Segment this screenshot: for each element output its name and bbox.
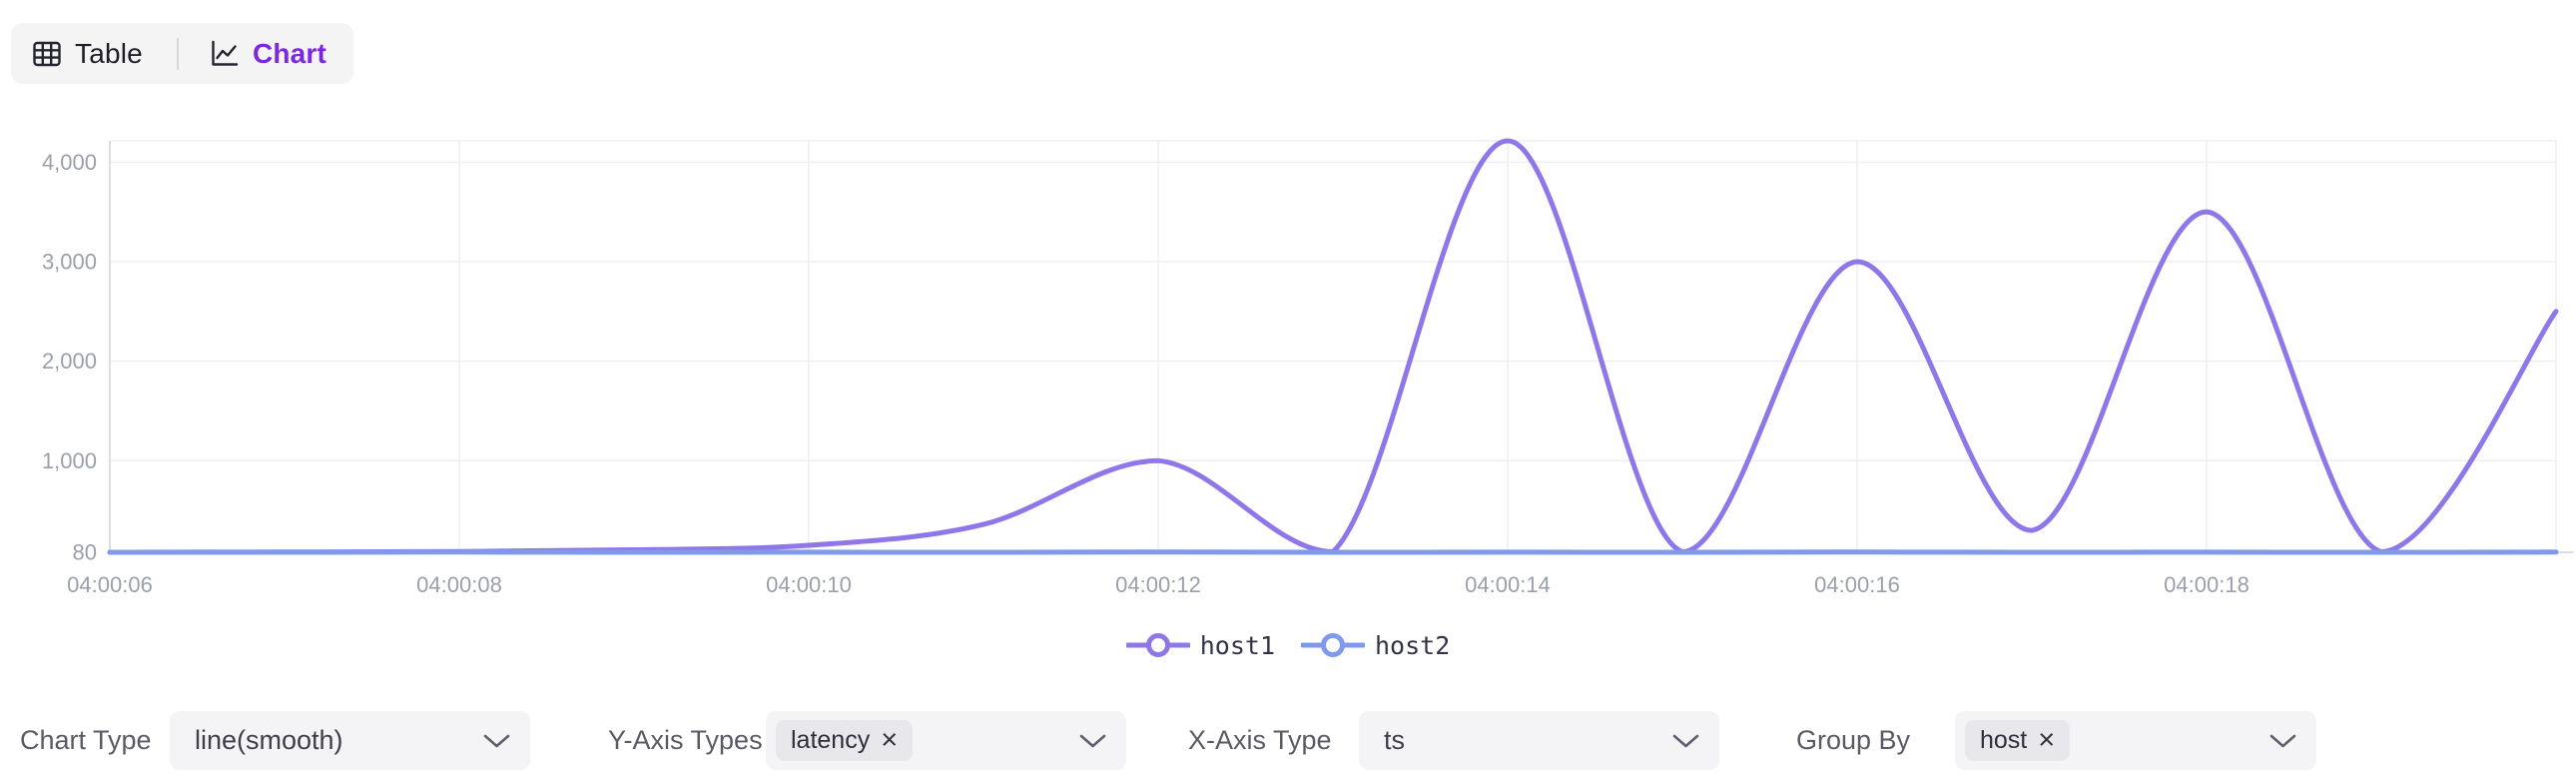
legend-item-host1[interactable]: host1 [1125,630,1275,660]
line-chart-icon [209,38,240,69]
legend-item-host2[interactable]: host2 [1301,631,1450,660]
x-axis-tick-label: 04:00:10 [766,572,852,597]
y-axis-tick-label: 1,000 [42,448,97,473]
table-view-label: Table [75,37,143,69]
legend-marker-icon [1301,632,1365,658]
x-axis-tick-label: 04:00:14 [1465,572,1551,597]
x-axis-tick-label: 04:00:16 [1814,572,1900,597]
chip-label: host [1980,726,2028,754]
chart-legend: host1 host2 [0,625,2576,665]
chevron-down-icon [1079,733,1106,748]
view-toggle: Table Chart [11,23,354,84]
y-axis-tick-label: 80 [73,539,97,564]
x-axis-type-label: X-Axis Type [1188,725,1332,755]
remove-chip-icon[interactable]: × [881,724,899,756]
chart-canvas[interactable]: 80 1,000 2,000 3,000 4,000 04:00:06 04:00:08 04… [0,0,2576,611]
legend-marker-icon [1125,632,1190,658]
plot-border [109,140,2557,553]
chart-type-value: line(smooth) [195,725,343,755]
x-axis-tick-label: 04:00:18 [2164,572,2250,597]
table-view-button[interactable]: Table [32,38,143,70]
group-by-select[interactable]: host × [1955,711,2316,770]
chart-view-button[interactable]: Chart [209,38,326,70]
remove-chip-icon[interactable]: × [2038,724,2056,756]
table-icon [32,39,62,69]
legend-label: host2 [1375,630,1451,660]
x-axis-type-select[interactable]: ts [1359,711,1719,770]
x-axis-tick-label: 04:00:06 [67,572,153,597]
x-axis-type-value: ts [1384,725,1406,755]
legend-label: host1 [1199,630,1275,660]
x-axis-tick-label: 04:00:12 [1115,572,1201,597]
series-host1-line [107,138,2559,555]
chip-label: latency [791,726,871,754]
group-by-label: Group By [1796,725,1911,755]
y-axis-tick-label: 2,000 [42,349,97,374]
x-axis-tick-label: 04:00:08 [416,572,502,597]
y-axis-types-label: Y-Axis Types [608,725,763,755]
toggle-divider [176,37,179,70]
chart-view-label: Chart [252,37,327,69]
chevron-down-icon [1672,733,1699,748]
y-axis-tick-label: 4,000 [42,150,97,175]
chevron-down-icon [483,733,510,748]
y-axis-chip-latency[interactable]: latency × [776,720,914,761]
chart-controls: Chart Type line(smooth) Y-Axis Types lat… [0,711,2576,770]
line-chart[interactable]: 80 1,000 2,000 3,000 4,000 04:00:06 04:00:08 04… [0,0,2576,611]
group-by-chip-host[interactable]: host × [1965,720,2071,761]
chart-type-select[interactable]: line(smooth) [170,711,530,770]
y-axis-tick-label: 3,000 [42,249,97,274]
chevron-down-icon [2269,733,2296,748]
y-axis-types-select[interactable]: latency × [766,711,1126,770]
chart-type-label: Chart Type [20,725,152,755]
